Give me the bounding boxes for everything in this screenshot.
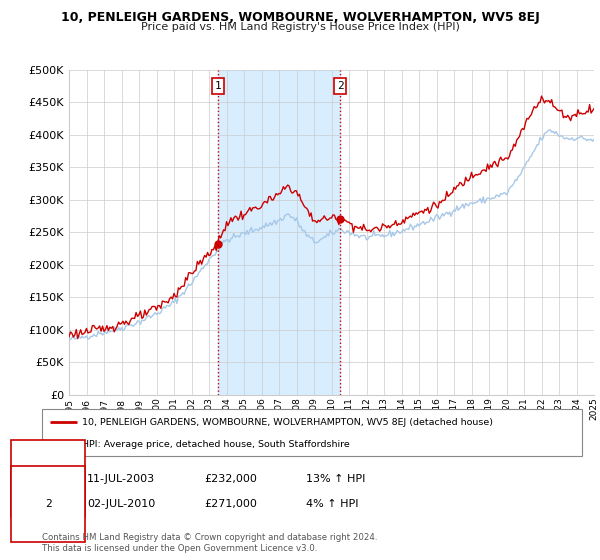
Bar (218, 70, 340, 395)
Text: 02-JUL-2010: 02-JUL-2010 (87, 499, 155, 509)
Text: 13% ↑ HPI: 13% ↑ HPI (306, 474, 365, 484)
Text: £232,000: £232,000 (204, 474, 257, 484)
Text: £271,000: £271,000 (204, 499, 257, 509)
Text: 2: 2 (44, 499, 52, 509)
Text: Contains HM Land Registry data © Crown copyright and database right 2024.
This d: Contains HM Land Registry data © Crown c… (42, 533, 377, 553)
Text: HPI: Average price, detached house, South Staffordshire: HPI: Average price, detached house, Sout… (83, 440, 350, 449)
Text: 2: 2 (337, 81, 344, 91)
Text: 10, PENLEIGH GARDENS, WOMBOURNE, WOLVERHAMPTON, WV5 8EJ: 10, PENLEIGH GARDENS, WOMBOURNE, WOLVERH… (61, 11, 539, 24)
Text: 1: 1 (215, 81, 221, 91)
Text: Price paid vs. HM Land Registry's House Price Index (HPI): Price paid vs. HM Land Registry's House … (140, 22, 460, 32)
Text: 1: 1 (44, 474, 52, 484)
Text: 10, PENLEIGH GARDENS, WOMBOURNE, WOLVERHAMPTON, WV5 8EJ (detached house): 10, PENLEIGH GARDENS, WOMBOURNE, WOLVERH… (83, 418, 493, 427)
Text: 11-JUL-2003: 11-JUL-2003 (87, 474, 155, 484)
Text: 4% ↑ HPI: 4% ↑ HPI (306, 499, 359, 509)
